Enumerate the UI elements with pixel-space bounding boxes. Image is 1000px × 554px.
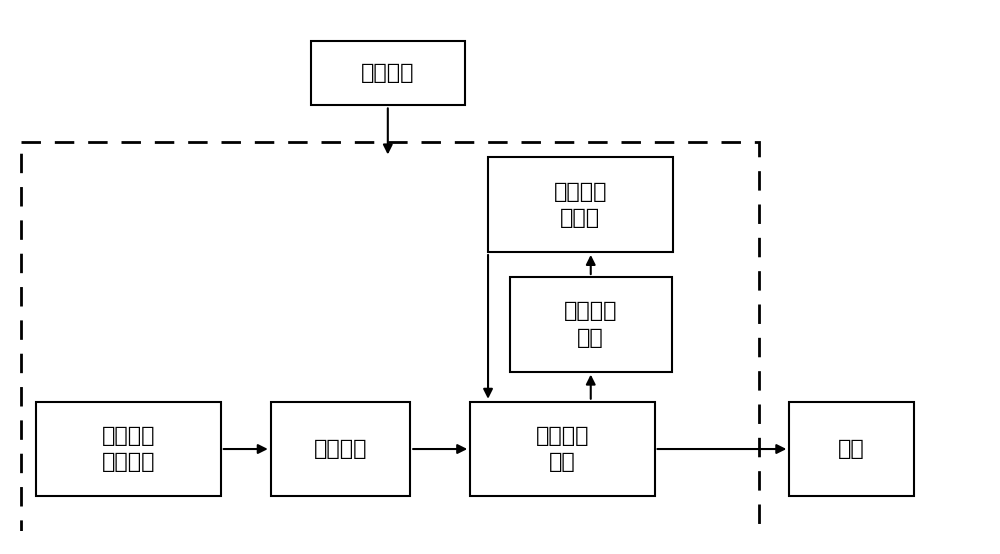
Bar <box>470 402 655 496</box>
Text: 直流电源: 直流电源 <box>361 63 415 83</box>
Bar <box>271 402 410 496</box>
Text: 阻抗变换
电路: 阻抗变换 电路 <box>564 301 617 347</box>
Bar <box>21 142 759 536</box>
Text: 可编程信
号源电路: 可编程信 号源电路 <box>102 426 155 472</box>
Text: 负载: 负载 <box>838 439 865 459</box>
Bar <box>311 40 465 105</box>
Text: 射频变压
电路: 射频变压 电路 <box>536 426 589 472</box>
Bar <box>510 277 672 372</box>
Text: 驱动电路: 驱动电路 <box>314 439 367 459</box>
Bar <box>789 402 914 496</box>
Bar <box>36 402 221 496</box>
Text: 受控电压
源电路: 受控电压 源电路 <box>554 182 607 228</box>
Bar <box>488 157 673 252</box>
